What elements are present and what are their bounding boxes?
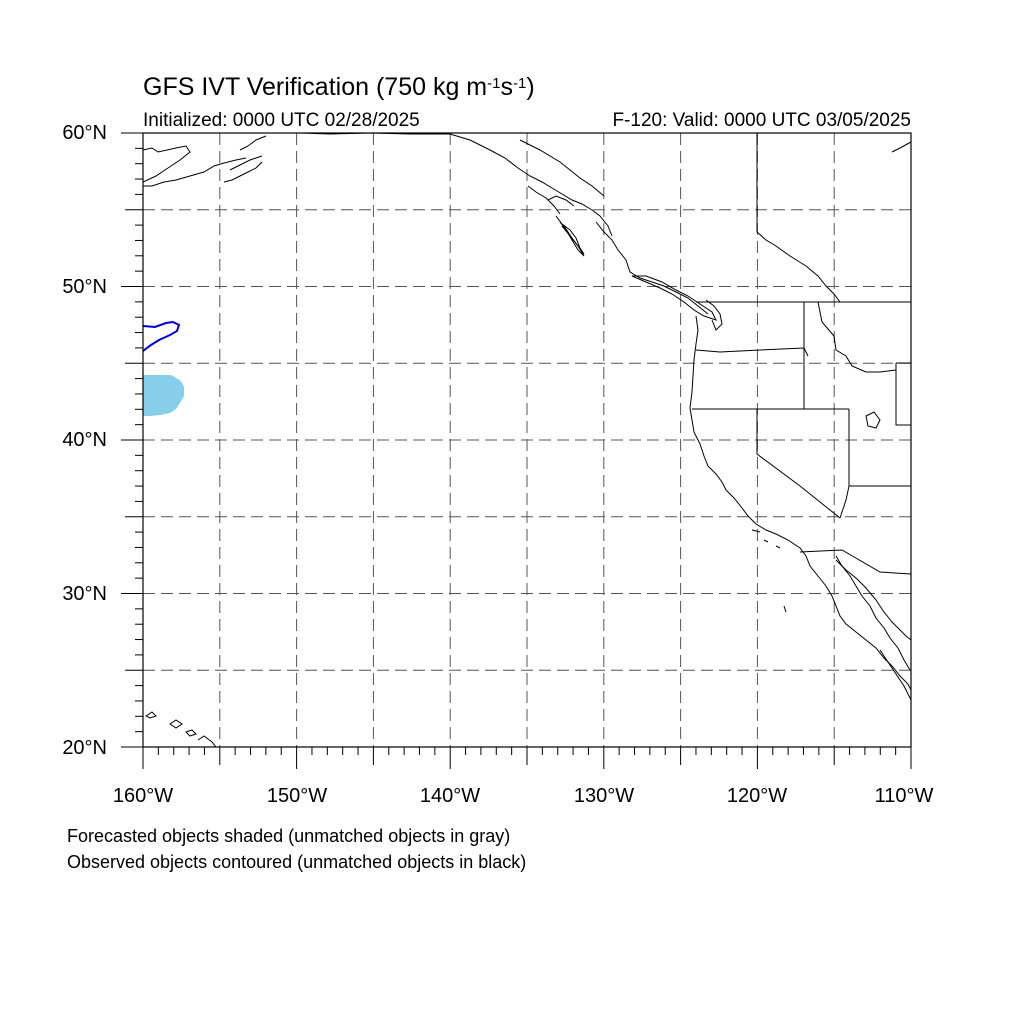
vancouver-island bbox=[631, 275, 717, 321]
gridlines bbox=[143, 133, 911, 747]
ca-nv-border bbox=[756, 409, 841, 519]
lat-label-20n: 20°N bbox=[62, 737, 107, 759]
baja-west bbox=[805, 555, 911, 691]
aleutian-islands bbox=[223, 155, 263, 183]
lat-label-50n: 50°N bbox=[62, 276, 107, 298]
forecast-note: Forecasted objects shaded (unmatched obj… bbox=[67, 826, 511, 846]
bc-coast bbox=[595, 221, 709, 315]
wa-or-border bbox=[695, 347, 809, 357]
alaska-coast-west bbox=[143, 145, 191, 183]
lat-label-40n: 40°N bbox=[62, 429, 107, 451]
lon-label-130w: 130°W bbox=[573, 785, 635, 807]
puget-sound bbox=[705, 299, 723, 331]
initialized-time: Initialized: 0000 UTC 02/28/2025 bbox=[143, 110, 420, 131]
coastlines bbox=[143, 133, 911, 747]
map-title: GFS IVT Verification (750 kg m-1s-1) bbox=[143, 73, 535, 101]
lat-label-60n: 60°N bbox=[62, 122, 107, 144]
channel-islands bbox=[751, 529, 787, 613]
mexico-pacific bbox=[879, 649, 911, 701]
kodiak bbox=[239, 135, 267, 151]
us-west-coast bbox=[689, 315, 807, 557]
valid-time: F-120: Valid: 0000 UTC 03/05/2025 bbox=[612, 110, 911, 131]
bc-alberta-border bbox=[756, 133, 841, 303]
great-salt-lake bbox=[865, 411, 881, 429]
alaska-bc-border bbox=[519, 139, 605, 197]
observed-object-contour bbox=[143, 320, 181, 352]
gulf-of-alaska-coast bbox=[299, 133, 613, 237]
lon-label-160w: 160°W bbox=[112, 785, 174, 807]
map-features bbox=[143, 133, 911, 747]
observed-note: Observed objects contoured (unmatched ob… bbox=[67, 852, 527, 872]
tick-marks bbox=[121, 132, 912, 769]
baja-east-gulf bbox=[835, 555, 911, 671]
lon-label-120w: 120°W bbox=[726, 785, 788, 807]
lat-label-30n: 30°N bbox=[62, 583, 107, 605]
az-mexico-border bbox=[799, 549, 911, 575]
lon-label-140w: 140°W bbox=[419, 785, 481, 807]
alexander-archipelago bbox=[527, 185, 585, 255]
nv-ut-border bbox=[839, 409, 850, 519]
mainland-mexico bbox=[835, 559, 911, 641]
lon-label-110w: 110°W bbox=[874, 785, 934, 807]
forecast-object-shaded bbox=[143, 375, 184, 416]
political-boundaries bbox=[519, 133, 911, 575]
hawaii-islands bbox=[145, 711, 217, 747]
haida-gwaii bbox=[559, 221, 585, 257]
alaska-coast-bay bbox=[143, 157, 247, 187]
lon-label-150w: 150°W bbox=[266, 785, 328, 807]
id-mt-border bbox=[817, 301, 897, 373]
plot-frame bbox=[142, 132, 912, 748]
hudson-coast bbox=[891, 141, 911, 153]
wy-border bbox=[895, 362, 911, 426]
